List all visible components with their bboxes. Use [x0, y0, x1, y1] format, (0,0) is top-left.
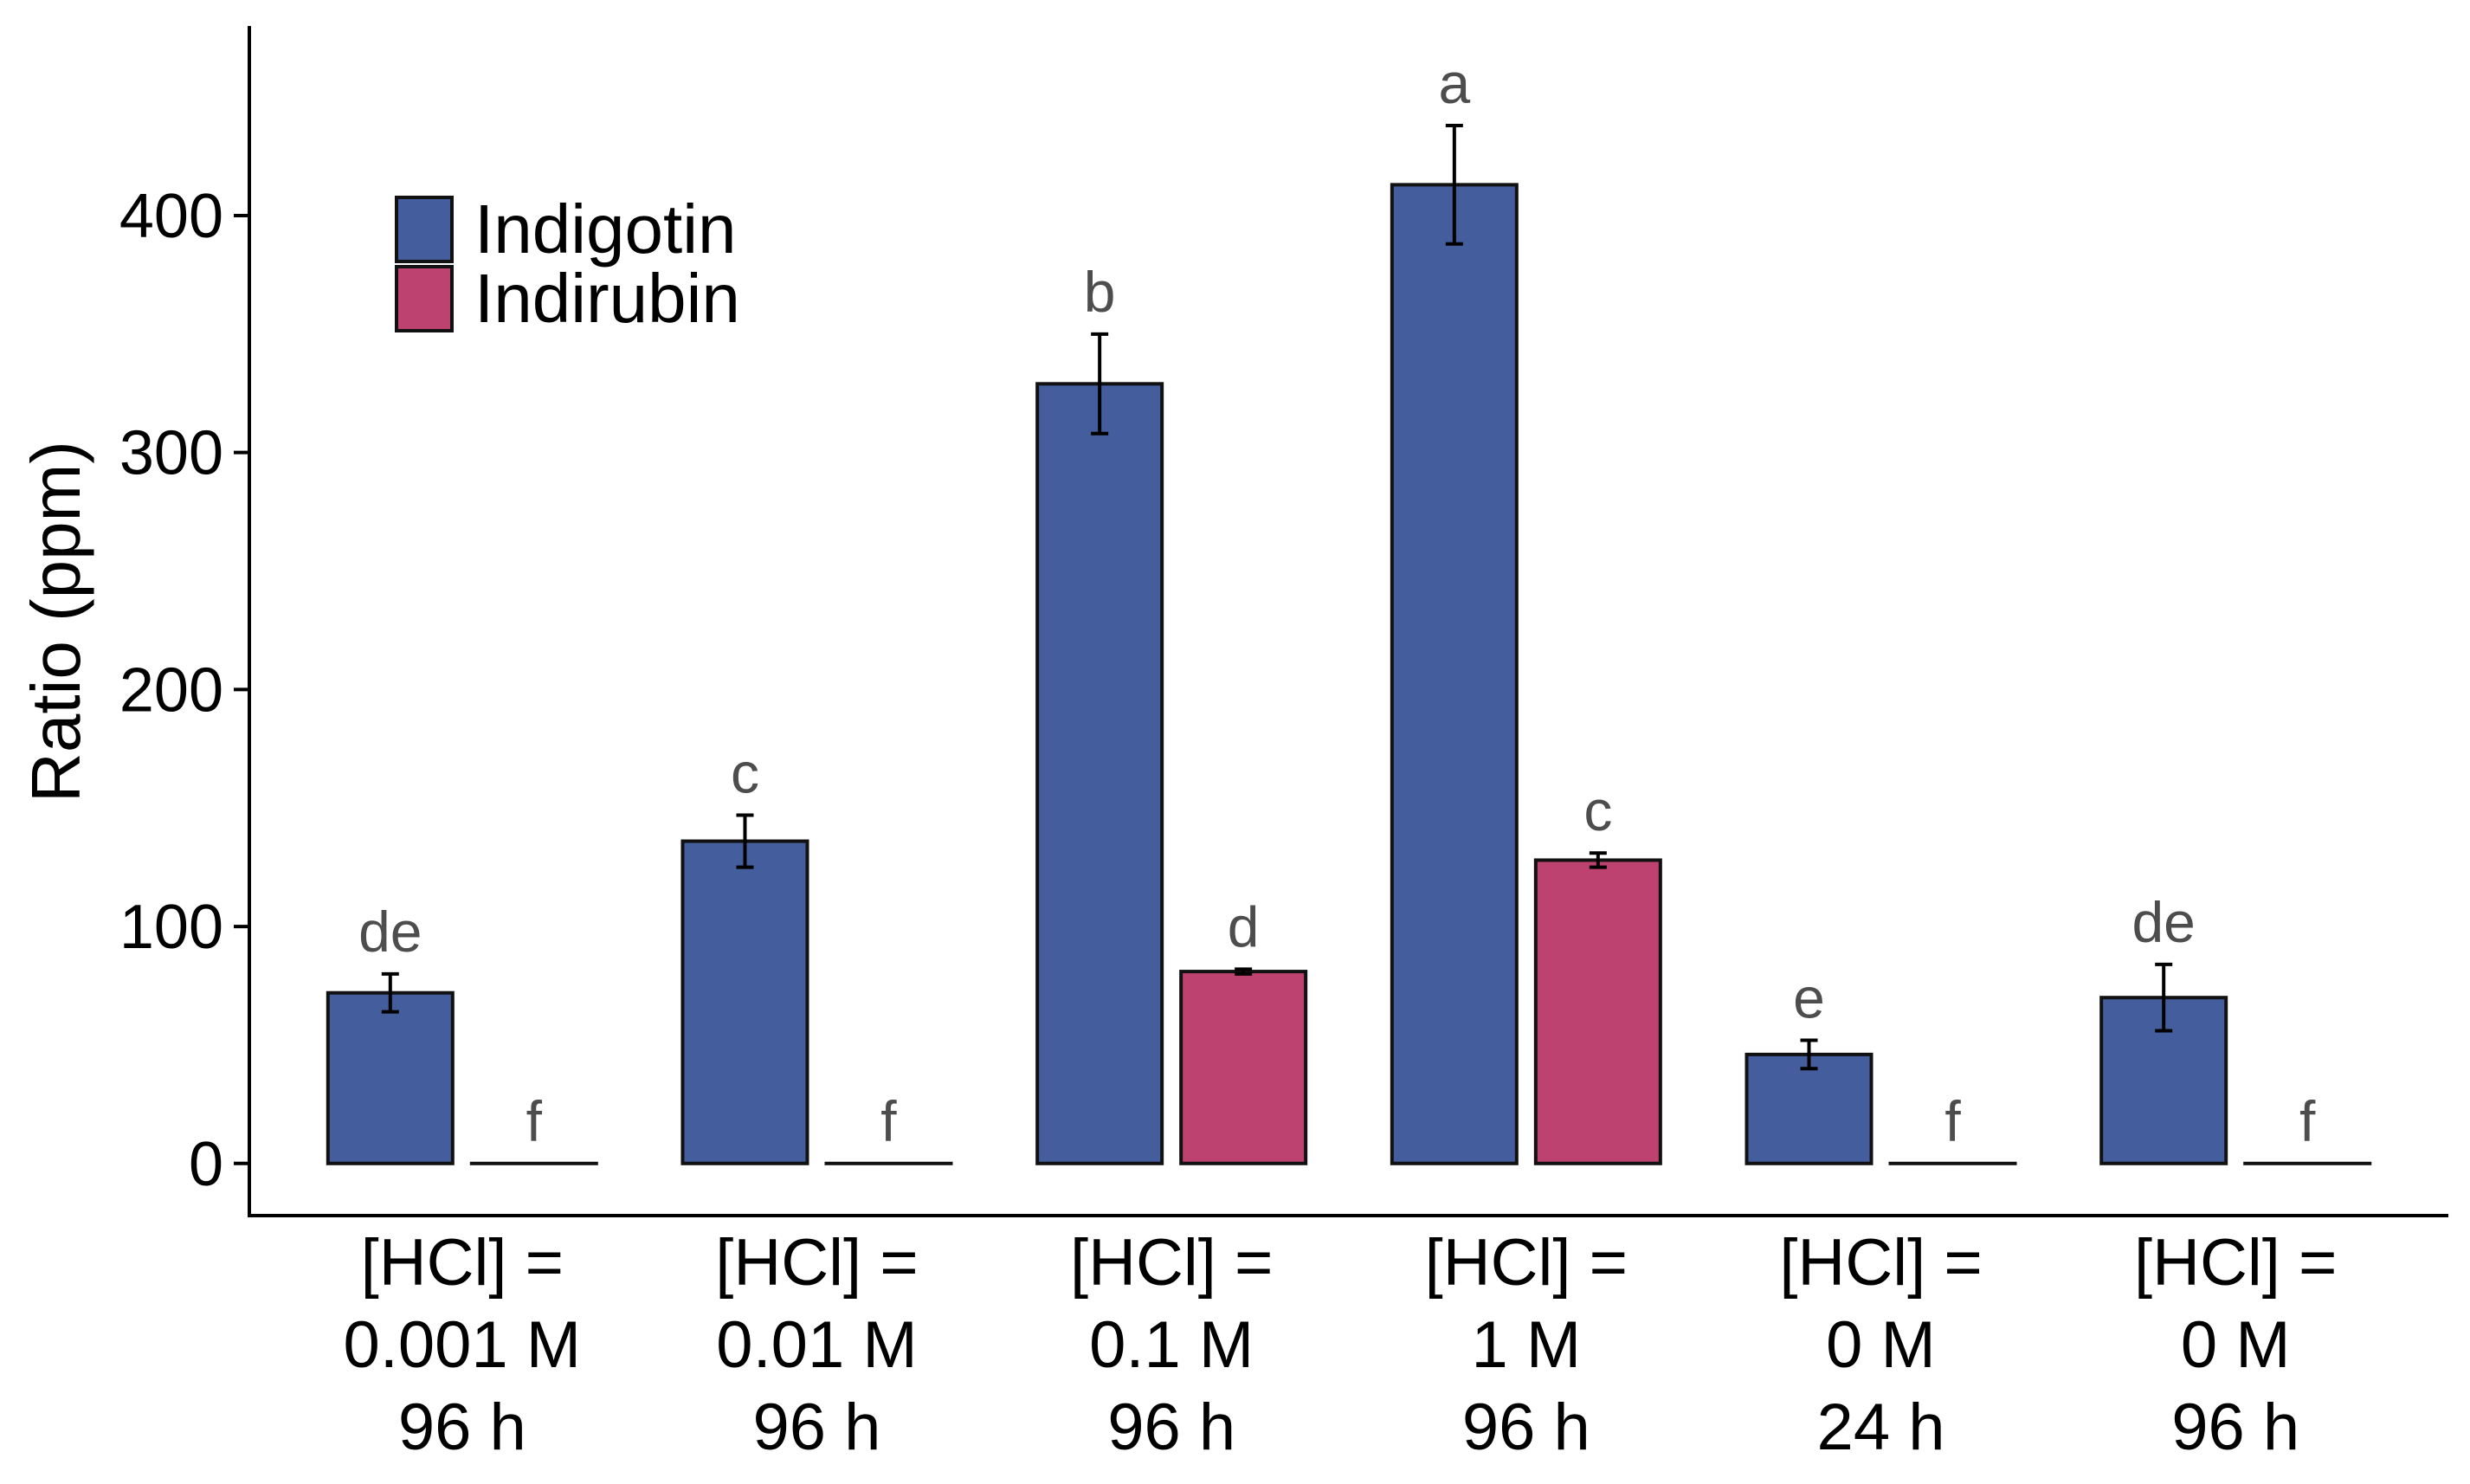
bar-indigotin — [1744, 1052, 1873, 1165]
significance-letter: f — [880, 1089, 897, 1153]
x-category-label: 1 M — [1471, 1308, 1581, 1382]
x-axis-labels: [HCl] = 0.001 M 96 h [HCl] = 0.01 M 96 h [HCl]… — [344, 1226, 2338, 1464]
x-category-label: 0.001 M — [344, 1308, 582, 1382]
bar-indigotin — [1035, 382, 1164, 1165]
x-category-label: [HCl] = — [1425, 1226, 1628, 1300]
significance-letter: e — [1793, 965, 1825, 1029]
x-category-label: 96 h — [753, 1390, 881, 1464]
legend-label-indirubin: Indirubin — [474, 260, 740, 337]
y-tick-label: 100 — [119, 893, 223, 962]
significance-letter: de — [2131, 890, 2195, 954]
legend-swatch-indirubin — [395, 265, 454, 332]
significance-letter: f — [2299, 1089, 2316, 1153]
x-category-label: 0.01 M — [716, 1308, 917, 1382]
significance-letter: c — [1583, 778, 1612, 842]
significance-letter: c — [731, 740, 759, 804]
x-category-label: 0 M — [2181, 1308, 2291, 1382]
bar-indirubin — [1533, 858, 1662, 1165]
y-axis-title: Ratio (ppm) — [17, 441, 94, 803]
bar-indigotin — [326, 990, 455, 1165]
legend-label-indigotin: Indigotin — [474, 190, 736, 268]
y-tick-label: 200 — [119, 655, 223, 725]
bar-indirubin — [1179, 970, 1308, 1165]
bars: de f c f b d a c e f de f — [326, 51, 2372, 1165]
x-category-label: [HCl] = — [1779, 1226, 1982, 1300]
bar-indigotin — [680, 839, 809, 1165]
x-category-label: 96 h — [1107, 1390, 1235, 1464]
x-category-label: [HCl] = — [361, 1226, 564, 1300]
legend-swatch-indigotin — [395, 196, 454, 263]
significance-letter: f — [526, 1089, 543, 1153]
x-category-label: [HCl] = — [2134, 1226, 2337, 1300]
x-category-label: 24 h — [1817, 1390, 1945, 1464]
y-ticks: 0 100 200 300 400 — [119, 182, 249, 1199]
significance-letter: de — [358, 900, 422, 964]
x-category-label: [HCl] = — [715, 1226, 918, 1300]
significance-letter: d — [1228, 894, 1260, 958]
significance-letter: b — [1084, 260, 1116, 324]
bar-indigotin — [1390, 183, 1519, 1165]
x-category-label: [HCl] = — [1070, 1226, 1273, 1300]
x-category-label: 0 M — [1826, 1308, 1936, 1382]
x-category-label: 96 h — [398, 1390, 526, 1464]
y-tick-label: 400 — [119, 182, 223, 251]
significance-letter: a — [1438, 51, 1470, 115]
x-category-label: 0.1 M — [1089, 1308, 1254, 1382]
axes — [248, 26, 2448, 1217]
x-category-label: 96 h — [1462, 1390, 1590, 1464]
y-tick-label: 300 — [119, 419, 223, 488]
significance-letter: f — [1944, 1089, 1961, 1153]
x-category-label: 96 h — [2171, 1390, 2299, 1464]
y-tick-label: 0 — [189, 1130, 223, 1199]
